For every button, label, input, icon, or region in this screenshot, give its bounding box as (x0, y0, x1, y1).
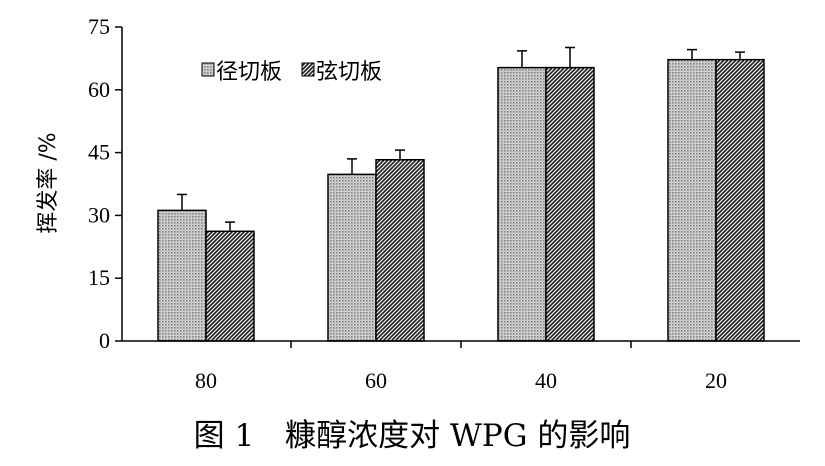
y-tick-label: 45 (88, 140, 110, 165)
y-axis-label: 挥发率 /% (36, 132, 61, 233)
x-ticks: 80 60 40 20 (195, 341, 727, 393)
y-tick-label: 30 (88, 202, 110, 227)
y-tick-label: 0 (99, 328, 110, 353)
legend-label-tangential: 弦切板 (316, 60, 382, 85)
legend: 径切板 弦切板 (201, 60, 382, 85)
bar (497, 66, 547, 342)
x-tick-label: 80 (195, 368, 217, 393)
figure-caption: 图 1 糠醇浓度对 WPG 的影响 (194, 418, 631, 454)
y-tick-label: 75 (88, 14, 110, 39)
x-tick-label: 20 (705, 368, 727, 393)
y-tick-label: 15 (88, 265, 110, 290)
bar (205, 230, 255, 342)
bar (375, 158, 425, 342)
y-tick-label: 60 (88, 77, 110, 102)
legend-swatch-tangential (301, 62, 315, 77)
y-ticks: 0 15 30 45 60 75 (88, 14, 122, 353)
bars (157, 58, 765, 342)
bar (157, 209, 207, 342)
bar (545, 66, 595, 342)
x-tick-label: 60 (365, 368, 387, 393)
legend-label-radial: 径切板 (216, 60, 282, 85)
error-bars (177, 46, 745, 232)
legend-swatch-radial (201, 62, 215, 77)
x-tick-label: 40 (535, 368, 557, 393)
bar (667, 58, 717, 342)
bar (327, 173, 377, 342)
plot-area: 0 15 30 45 60 75 80 60 40 20 (88, 14, 800, 393)
bar (715, 58, 765, 342)
